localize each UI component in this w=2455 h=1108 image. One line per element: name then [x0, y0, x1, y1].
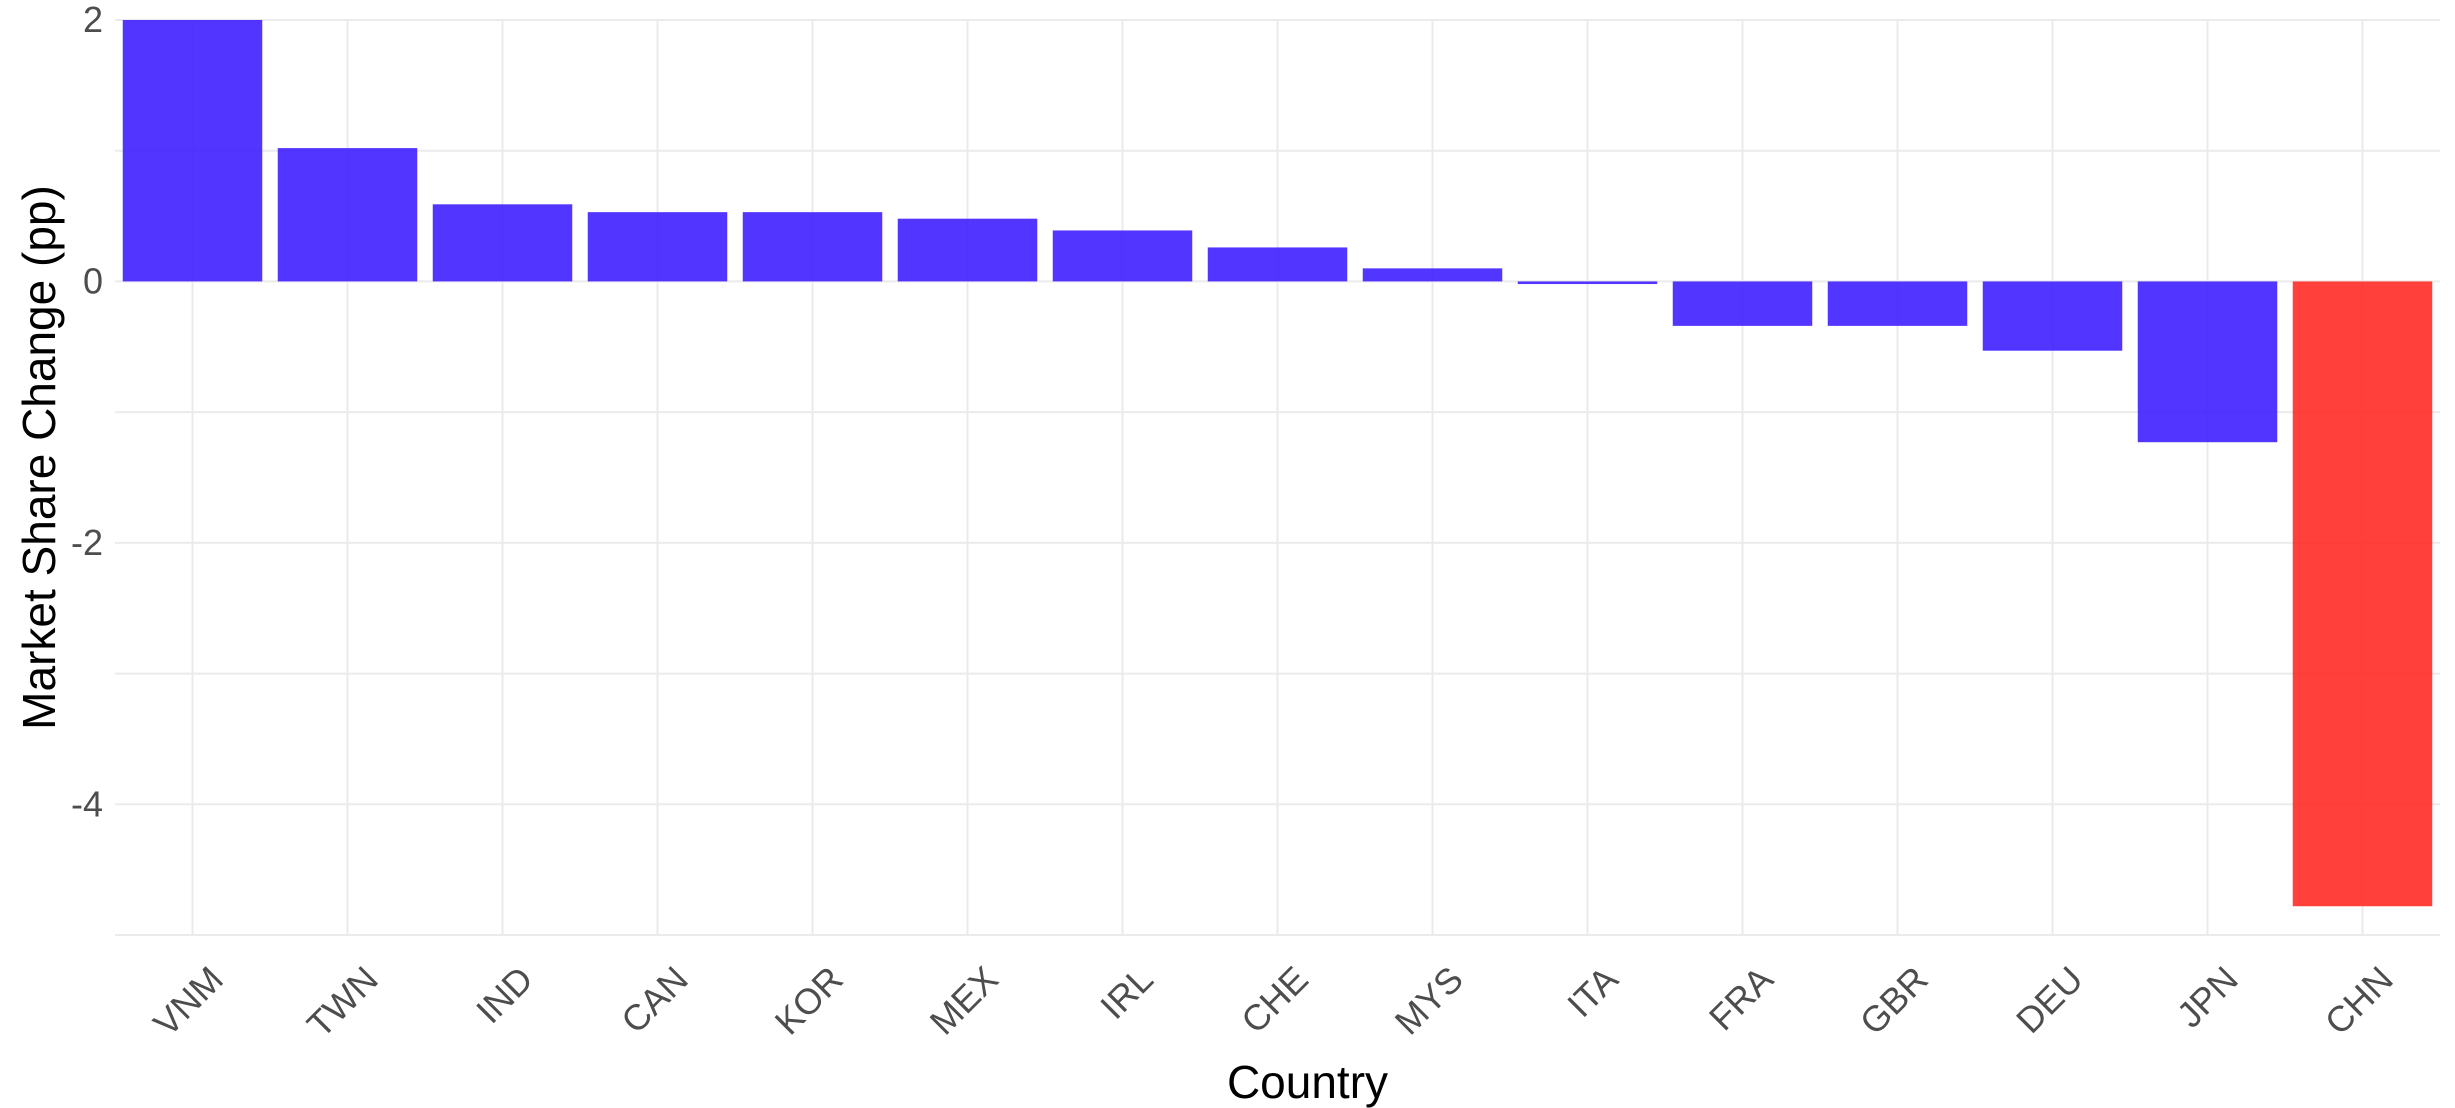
x-tick-label: FRA — [1701, 958, 1781, 1038]
bar-ind — [432, 204, 573, 282]
x-tick-label: GBR — [1852, 958, 1936, 1042]
x-tick-label: CHN — [2317, 958, 2401, 1042]
x-tick-label: DEU — [2008, 958, 2091, 1041]
bar-twn — [277, 148, 418, 282]
x-tick-label: ITA — [1559, 958, 1626, 1025]
x-tick-label: MEX — [922, 958, 1006, 1042]
bar-mys — [1362, 268, 1503, 282]
x-tick-label: CHE — [1233, 958, 1316, 1041]
bar-deu — [1982, 281, 2123, 351]
x-tick-labels: VNM TWN IND CAN KOR MEX IRL CHE MYS ITA FRA GBR DEU J… — [145, 958, 2401, 1045]
bar-che — [1207, 247, 1348, 282]
bar-irl — [1052, 230, 1193, 282]
y-tick-labels: 2 0 -2 -4 — [71, 0, 103, 824]
bar-chn — [2292, 281, 2433, 907]
bar-gbr — [1827, 281, 1968, 326]
x-tick-label: IRL — [1092, 958, 1161, 1027]
x-tick-label: TWN — [299, 958, 386, 1045]
y-tick-label: -4 — [71, 783, 103, 824]
x-tick-label: IND — [468, 958, 541, 1031]
x-tick-label: KOR — [767, 958, 851, 1042]
bar-vnm — [122, 20, 263, 282]
y-tick-label: 2 — [83, 0, 103, 40]
bar-can — [587, 212, 728, 282]
x-tick-label: MYS — [1387, 958, 1471, 1042]
y-tick-label: 0 — [83, 260, 103, 301]
x-tick-label: JPN — [2169, 958, 2246, 1035]
bar-jpn — [2137, 281, 2278, 443]
y-tick-label: -2 — [71, 522, 103, 563]
bars-layer — [122, 20, 2433, 907]
x-tick-label: VNM — [145, 958, 231, 1044]
x-axis-title: Country — [1227, 1056, 1388, 1108]
y-axis-title: Market Share Change (pp) — [13, 185, 65, 730]
x-tick-label: CAN — [613, 958, 696, 1041]
bar-kor — [742, 212, 883, 282]
grid-layer — [115, 19, 2440, 936]
bar-mex — [897, 218, 1038, 282]
bar-ita — [1517, 281, 1658, 285]
bar-fra — [1672, 281, 1813, 326]
